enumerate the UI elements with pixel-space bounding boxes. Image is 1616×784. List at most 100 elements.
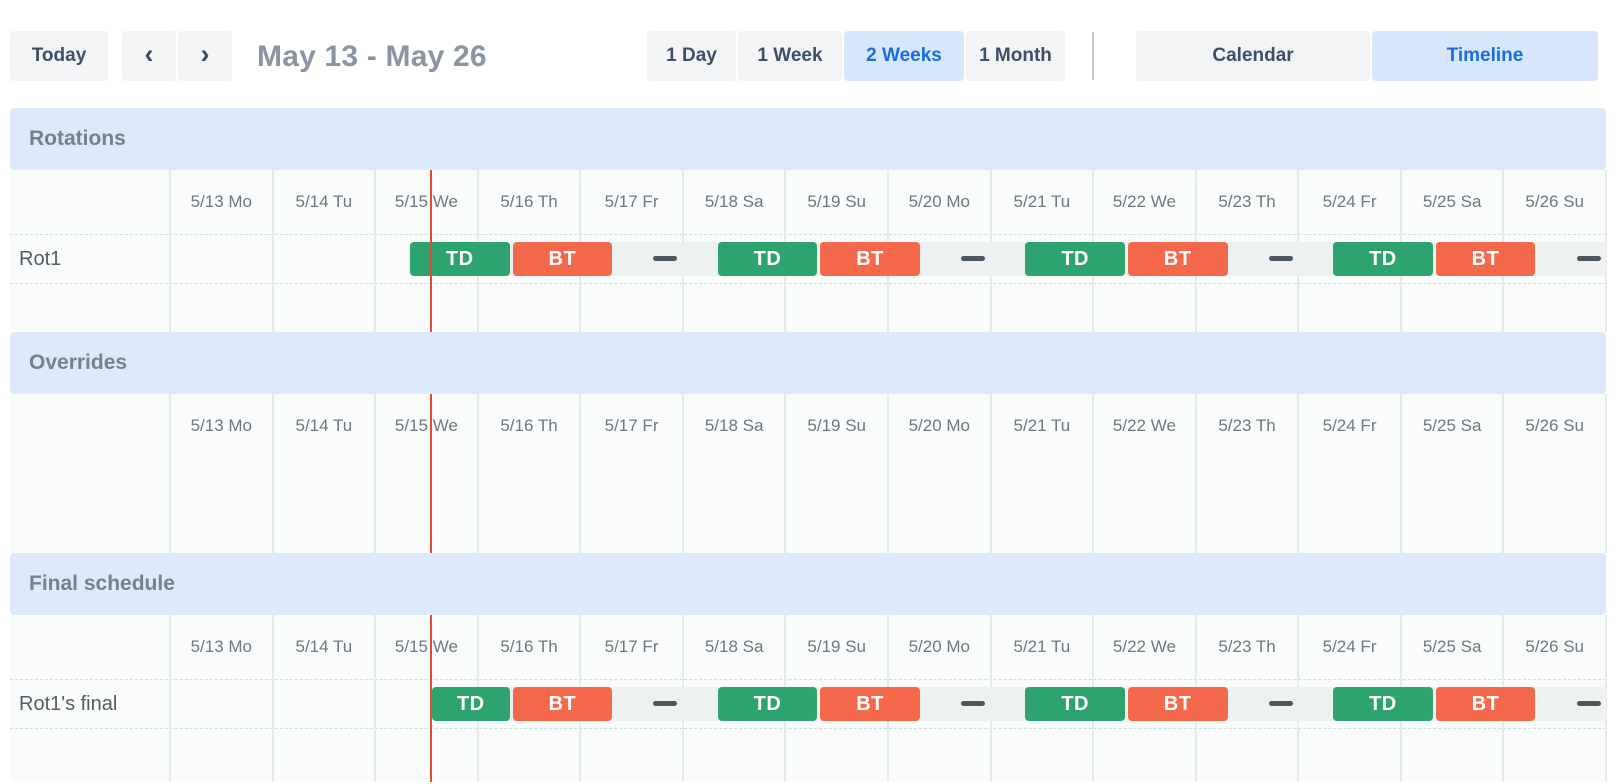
section-title: Final schedule xyxy=(29,572,175,595)
section-title: Overrides xyxy=(29,351,128,374)
shift-bar-td[interactable]: TD xyxy=(717,687,818,721)
next-period-button[interactable]: › xyxy=(178,31,232,81)
grid-column-line xyxy=(169,394,171,553)
date-header-cell: 5/20 Mo xyxy=(908,192,970,211)
section-header-final: Final schedule xyxy=(10,553,1606,615)
grid-column-line xyxy=(374,170,377,332)
section-header-rotations: Rotations xyxy=(10,108,1606,170)
date-header-cell: 5/21 Tu xyxy=(1013,416,1071,435)
shift-bar-td[interactable]: TD xyxy=(1025,242,1125,276)
date-header-cell: 5/19 Su xyxy=(807,637,866,656)
date-header-cell: 5/26 Su xyxy=(1525,637,1584,656)
shift-bar-bt[interactable]: BT xyxy=(512,687,613,721)
grid-column-line xyxy=(1502,394,1505,553)
date-header-cell: 5/19 Su xyxy=(807,192,866,211)
date-header-cell: 5/26 Su xyxy=(1525,192,1584,211)
schedule-timeline: Rotations 5/13 Mo 5/14 Tu 5/15 We 5/16 Th 5/1… xyxy=(10,108,1607,782)
date-header-cell: 5/24 Fr xyxy=(1322,416,1377,435)
chevron-right-icon: › xyxy=(200,39,210,69)
date-header-cell: 5/18 Sa xyxy=(704,416,764,435)
view-option-timeline[interactable]: Timeline xyxy=(1372,31,1598,81)
prev-period-button[interactable]: ‹ xyxy=(122,31,176,81)
range-option-1-day[interactable]: 1 Day xyxy=(647,31,736,81)
section-content-rotations: 5/13 Mo 5/14 Tu 5/15 We 5/16 Th 5/17 Fr 5/18 … xyxy=(10,170,1607,332)
date-header-cell: 5/14 Tu xyxy=(295,416,353,435)
date-header-cell: 5/18 Sa xyxy=(704,637,764,656)
rotation-row-label: Rot1 xyxy=(19,247,62,270)
toolbar-divider xyxy=(1092,32,1094,80)
empty-row xyxy=(10,284,1606,332)
view-option-calendar[interactable]: Calendar xyxy=(1136,31,1370,81)
date-header-cell: 5/22 We xyxy=(1112,192,1176,211)
view-toggle-group: Calendar Timeline xyxy=(1136,31,1598,81)
date-header-cell: 5/17 Fr xyxy=(604,637,659,656)
gap-dash-icon xyxy=(653,701,678,706)
gap-dash-icon xyxy=(653,256,678,261)
shift-bar-bt[interactable]: BT xyxy=(1435,687,1536,721)
date-header-cell: 5/20 Mo xyxy=(908,416,970,435)
grid-column-line xyxy=(1605,615,1607,782)
grid-column-line xyxy=(169,170,171,332)
shift-bar-bt[interactable]: BT xyxy=(512,242,613,276)
section-final: Final schedule 5/13 Mo 5/14 Tu 5/15 We 5/16 … xyxy=(10,553,1607,782)
section-content-overrides: 5/13 Mo 5/14 Tu 5/15 We 5/16 Th 5/17 Fr 5/18 … xyxy=(10,394,1607,553)
grid-column-line xyxy=(1092,394,1095,553)
section-overrides: Overrides 5/13 Mo 5/14 Tu 5/15 We 5/16 Th 5/1… xyxy=(10,332,1607,553)
date-header-row: 5/13 Mo 5/14 Tu 5/15 We 5/16 Th 5/17 Fr 5/18 … xyxy=(10,170,1606,234)
date-header-row: 5/13 Mo 5/14 Tu 5/15 We 5/16 Th 5/17 Fr 5/18 … xyxy=(10,615,1606,679)
date-header-cell: 5/22 We xyxy=(1112,637,1176,656)
shift-bar-bt[interactable]: BT xyxy=(820,687,920,721)
date-header-cell: 5/25 Sa xyxy=(1422,416,1482,435)
date-header-cell: 5/21 Tu xyxy=(1013,192,1071,211)
shift-bar-td[interactable]: TD xyxy=(1333,687,1433,721)
date-header-cell: 5/19 Su xyxy=(807,416,866,435)
grid-column-line xyxy=(1605,394,1607,553)
grid-column-line xyxy=(374,394,377,553)
gap-dash-icon xyxy=(1576,256,1601,261)
shift-bar-bt[interactable]: BT xyxy=(820,242,920,276)
date-header-cell: 5/23 Th xyxy=(1218,637,1276,656)
range-button-group: 1 Day 1 Week 2 Weeks 1 Month xyxy=(647,31,1065,81)
shift-bar-td[interactable]: TD xyxy=(409,242,510,276)
grid-column-line xyxy=(989,394,992,553)
shift-bar-bt[interactable]: BT xyxy=(1435,242,1536,276)
shift-bar-bt[interactable]: BT xyxy=(1127,242,1228,276)
grid-column-line xyxy=(374,615,377,782)
now-indicator-line xyxy=(430,170,433,332)
date-header-cell: 5/13 Mo xyxy=(190,416,252,435)
shift-bar-td[interactable]: TD xyxy=(1025,687,1125,721)
grid-column-line xyxy=(271,394,274,553)
range-option-1-month[interactable]: 1 Month xyxy=(966,31,1065,81)
chevron-left-icon: ‹ xyxy=(144,39,154,69)
section-header-overrides: Overrides xyxy=(10,332,1606,394)
grid-column-line xyxy=(1399,394,1402,553)
date-header-cell: 5/24 Fr xyxy=(1322,192,1377,211)
today-button[interactable]: Today xyxy=(10,31,108,81)
date-header-cell: 5/16 Th xyxy=(500,192,558,211)
gap-dash-icon xyxy=(1576,701,1601,706)
date-header-cell: 5/18 Sa xyxy=(704,192,764,211)
grid-column-line xyxy=(169,615,171,782)
date-header-cell: 5/15 We xyxy=(394,637,458,656)
range-option-1-week[interactable]: 1 Week xyxy=(738,31,842,81)
shift-bar-td[interactable]: TD xyxy=(717,242,818,276)
date-header-cell: 5/13 Mo xyxy=(190,637,252,656)
shift-bar-bt[interactable]: BT xyxy=(1127,687,1228,721)
range-option-2-weeks[interactable]: 2 Weeks xyxy=(844,31,964,81)
grid-column-line xyxy=(887,394,889,553)
gap-dash-icon xyxy=(1268,256,1293,261)
shift-bar-td[interactable]: TD xyxy=(432,687,510,721)
grid-column-line xyxy=(271,615,274,782)
shift-bar-td[interactable]: TD xyxy=(1333,242,1433,276)
date-header-cell: 5/14 Tu xyxy=(295,637,353,656)
toolbar: Today ‹ › May 13 - May 26 1 Day 1 Week 2 W… xyxy=(0,0,1616,108)
date-header-cell: 5/24 Fr xyxy=(1322,637,1377,656)
date-header-cell: 5/14 Tu xyxy=(295,192,353,211)
date-header-cell: 5/25 Sa xyxy=(1422,637,1482,656)
section-title: Rotations xyxy=(29,127,126,150)
date-header-cell: 5/22 We xyxy=(1112,416,1176,435)
gap-dash-icon xyxy=(961,701,986,706)
empty-row xyxy=(10,729,1606,782)
now-indicator-line xyxy=(430,615,433,782)
gap-dash-icon xyxy=(961,256,986,261)
